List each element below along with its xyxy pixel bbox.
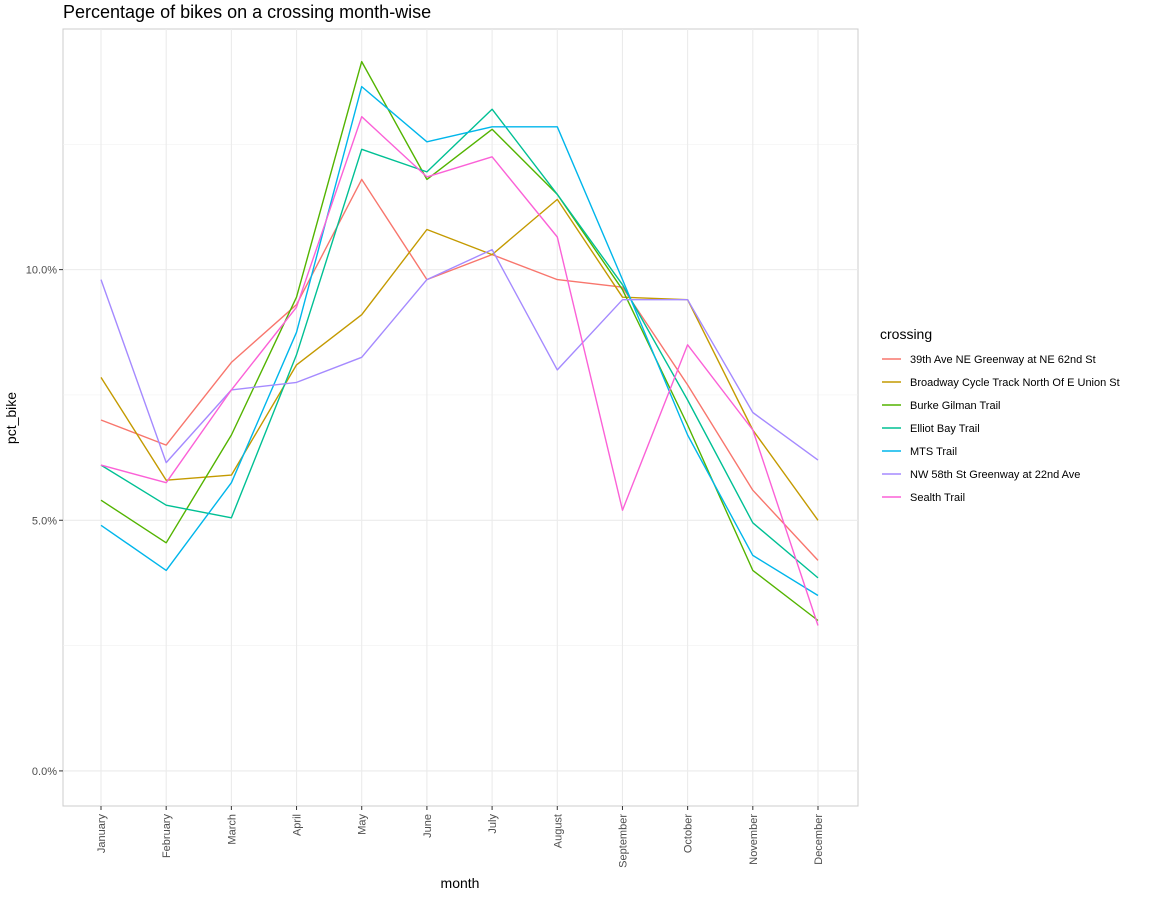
y-tick-label: 5.0% [32,515,57,527]
legend-label: Burke Gilman Trail [910,400,1000,412]
x-tick-label: November [748,814,760,865]
x-tick-label: September [617,814,629,868]
series-line [100,115,819,626]
plot-panel [62,28,859,807]
legend-label: MTS Trail [910,446,957,458]
legend-label: Sealth Trail [910,492,965,504]
y-tick-label: 0.0% [32,766,57,778]
x-tick-label: April [292,814,304,836]
grid-lines [63,29,858,806]
legend-label: 39th Ave NE Greenway at NE 62nd St [910,354,1096,366]
x-tick-label: July [487,814,499,834]
series-line [100,198,819,521]
y-axis-title: pct_bike [3,392,19,444]
series-line [100,108,819,579]
x-tick-label: December [813,814,825,865]
series-line [100,60,819,622]
x-tick-label: January [96,814,108,854]
series-line [100,178,819,561]
x-tick-label: October [683,814,695,853]
legend: crossing 39th Ave NE Greenway at NE 62nd… [880,326,1120,504]
legend-label: Broadway Cycle Track North Of E Union St [910,377,1120,389]
x-tick-label: August [552,814,564,848]
x-tick-label: May [357,814,369,835]
x-tick-label: June [422,814,434,838]
x-tick-label: March [226,814,238,845]
legend-label: NW 58th St Greenway at 22nd Ave [910,469,1080,481]
x-tick-label: February [161,814,173,859]
chart-title: Percentage of bikes on a crossing month-… [63,2,431,22]
series-line [100,248,819,464]
series-lines [100,60,819,626]
series-line [100,85,819,597]
legend-label: Elliot Bay Trail [910,423,980,435]
x-axis-title: month [441,875,480,891]
legend-title: crossing [880,326,932,342]
y-tick-label: 10.0% [26,265,57,277]
axes: 0.0% 5.0% 10.0% January February March April Ma… [26,265,825,868]
